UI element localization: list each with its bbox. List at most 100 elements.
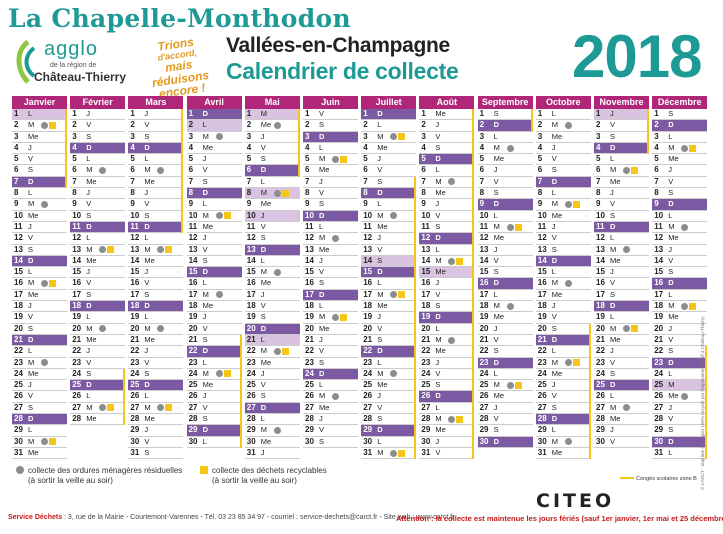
day-letter: L <box>260 176 265 186</box>
day-letter: Me <box>377 380 388 390</box>
day-number: 26 <box>421 391 431 401</box>
day-letter: V <box>551 312 557 322</box>
day-number: 12 <box>479 233 489 243</box>
day-row: 29 J <box>594 425 649 437</box>
day-number: 7 <box>654 176 659 186</box>
day-number: 2 <box>421 120 426 130</box>
day-number: 25 <box>596 380 605 390</box>
day-letter: S <box>435 142 441 152</box>
day-number: 10 <box>596 210 605 220</box>
day-letter: S <box>377 334 383 344</box>
day-row: 21 V <box>652 335 708 347</box>
day-number: 5 <box>537 154 543 164</box>
day-row: 10 L <box>652 211 708 222</box>
day-row: 29 S <box>477 425 533 437</box>
day-letter: S <box>493 346 499 356</box>
day-number: 14 <box>363 255 373 265</box>
day-letter: J <box>435 278 440 288</box>
day-number: 17 <box>537 289 547 299</box>
legend-vacation-label: Congés scolaires zone B <box>636 476 697 482</box>
day-number: 24 <box>654 368 664 378</box>
day-number: 6 <box>537 165 543 175</box>
day-number: 27 <box>363 402 373 412</box>
day-letter: L <box>86 312 91 322</box>
day-row: 29 V <box>303 425 358 437</box>
household-collection-icon <box>681 223 689 231</box>
household-collection-icon <box>564 201 572 209</box>
day-row: 29 J <box>128 425 184 437</box>
day-number: 24 <box>72 368 82 378</box>
day-row: 31 S <box>128 448 184 460</box>
day-number: 3 <box>14 131 19 141</box>
day-number: 8 <box>130 188 135 198</box>
day-letter: Me <box>202 380 214 390</box>
day-letter: V <box>435 289 441 299</box>
day-row: 11 M <box>652 222 708 234</box>
recycling-collection-icon <box>223 370 231 378</box>
day-number: 18 <box>188 301 198 311</box>
day-letter: Me <box>435 425 446 435</box>
legend-household-sub: (à sortir la veille au soir) <box>28 476 113 485</box>
day-row: 10 Me <box>535 211 591 222</box>
day-letter: V <box>260 301 266 311</box>
day-row: 2 Me <box>244 120 300 132</box>
day-number: 6 <box>596 165 601 175</box>
household-collection-icon <box>564 121 572 129</box>
household-collection-icon <box>623 167 630 175</box>
day-letter: M <box>28 357 35 367</box>
day-row: 27 S <box>12 403 67 415</box>
day-number: 15 <box>363 267 373 277</box>
day-number: 28 <box>654 414 664 424</box>
day-letter: V <box>28 312 34 322</box>
day-row: 28 M <box>419 414 475 426</box>
day-letter: V <box>319 425 325 435</box>
day-number: 16 <box>72 278 82 288</box>
day-letter: Me <box>493 391 505 401</box>
day-letter: J <box>668 323 672 333</box>
day-row: 26 V <box>12 391 67 403</box>
household-collection-icon <box>41 121 48 129</box>
legend-vacation: Congés scolaires zone B <box>620 476 697 482</box>
day-letter: J <box>86 267 90 277</box>
day-number: 1 <box>72 109 77 118</box>
day-letter: S <box>144 131 150 141</box>
day-number: 1 <box>421 109 426 118</box>
day-letter: L <box>319 301 324 311</box>
day-number: 21 <box>537 334 547 344</box>
day-letter: V <box>144 120 150 130</box>
day-letter: J <box>319 334 323 344</box>
day-number: 28 <box>14 414 23 424</box>
day-letter: J <box>435 436 440 446</box>
day-row: 28 Me <box>128 414 184 426</box>
day-letter: D <box>319 131 325 141</box>
day-number: 16 <box>363 278 373 288</box>
day-letter: J <box>144 346 149 356</box>
day-number: 30 <box>363 436 373 446</box>
day-row: 25 M <box>477 380 533 392</box>
day-letter: L <box>86 154 91 164</box>
day-letter: L <box>610 312 615 322</box>
day-letter: V <box>668 255 674 265</box>
day-row: 15 S <box>652 267 708 279</box>
recycling-collection-icon <box>107 404 115 412</box>
day-letter: V <box>260 142 266 152</box>
day-letter: V <box>493 334 499 344</box>
day-letter: S <box>610 210 616 220</box>
day-letter: S <box>144 210 150 220</box>
day-row: 17 S <box>128 290 184 302</box>
day-number: 24 <box>596 368 605 378</box>
day-row: 28 Me <box>594 414 649 426</box>
day-letter: Me <box>377 301 388 311</box>
